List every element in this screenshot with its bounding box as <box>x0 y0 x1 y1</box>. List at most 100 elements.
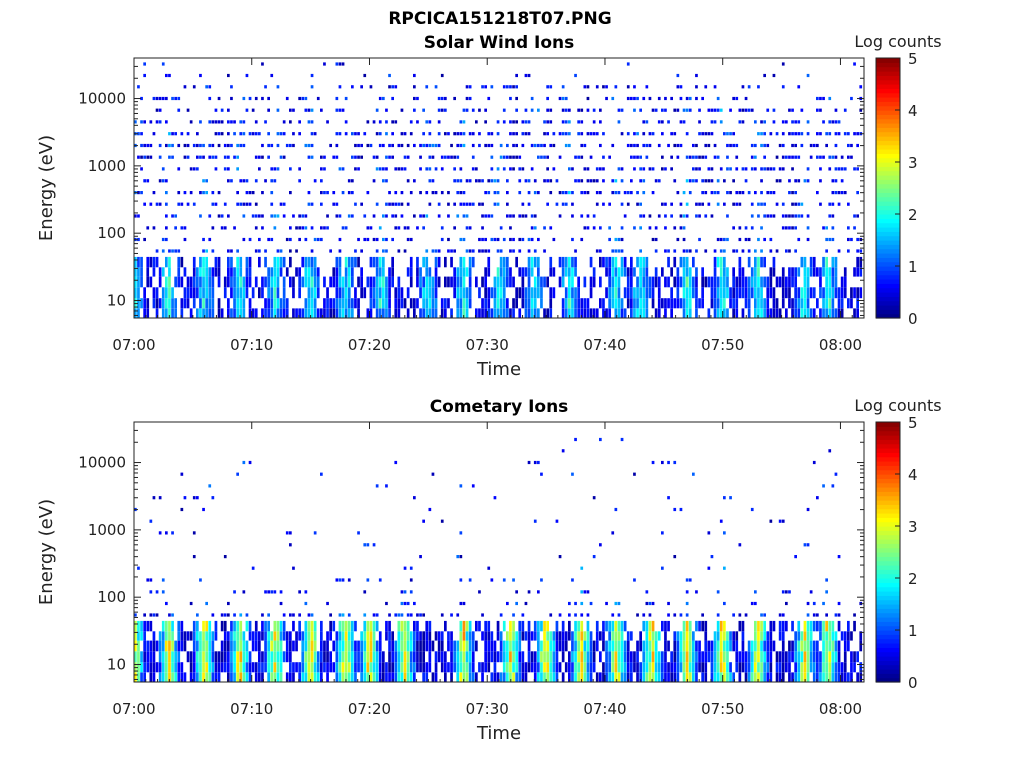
spectrogram-cell <box>357 155 360 159</box>
spectrogram-cell <box>822 631 825 641</box>
spectrogram-cell <box>763 73 766 78</box>
spectrogram-cell <box>806 214 810 218</box>
spectrogram-cell <box>630 287 633 299</box>
spectrogram-cell <box>289 167 292 171</box>
spectrogram-cell <box>146 143 150 148</box>
spectrogram-cell <box>313 256 317 268</box>
spectrogram-cell <box>465 214 469 218</box>
spectrogram-cell <box>757 298 760 309</box>
spectrogram-cell <box>515 143 518 148</box>
spectrogram-cell <box>177 276 181 288</box>
colorbar-segment <box>876 261 900 267</box>
colorbar-segment <box>876 474 900 479</box>
spectrogram-cell <box>347 214 351 218</box>
spectrogram-cell <box>540 640 543 652</box>
spectrogram-cell <box>816 640 819 652</box>
spectrogram-cell <box>273 590 277 594</box>
spectrogram-cell <box>143 298 146 309</box>
colorbar-segment <box>876 634 900 640</box>
spectrogram-cell <box>797 651 801 663</box>
spectrogram-cell <box>493 672 497 682</box>
spectrogram-cell <box>403 640 407 652</box>
spectrogram-cell <box>524 287 528 299</box>
spectrogram-cell <box>242 96 246 101</box>
spectrogram-cell <box>763 155 766 159</box>
spectrogram-cell <box>242 143 246 148</box>
spectrogram-cell <box>471 167 475 171</box>
spectrogram-cell <box>444 651 447 663</box>
spectrogram-cell <box>267 672 270 682</box>
spectrogram-cell <box>794 308 797 318</box>
spectrogram-cell <box>382 167 385 171</box>
spectrogram-cell <box>574 249 577 253</box>
spectrogram-cell <box>741 308 745 318</box>
spectrogram-cell <box>747 640 751 652</box>
spectrogram-cell <box>831 298 835 309</box>
spectrogram-cell <box>388 267 391 277</box>
colorbar-segment <box>876 101 900 107</box>
spectrogram-cell <box>351 214 354 218</box>
spectrogram-cell <box>704 672 708 682</box>
spectrogram-cell <box>546 85 549 89</box>
spectrogram-cell <box>338 108 342 112</box>
spectrogram-cell <box>413 143 416 148</box>
spectrogram-cell <box>378 143 382 148</box>
spectrogram-cell <box>509 96 512 101</box>
spectrogram-cell <box>797 132 801 136</box>
spectrogram-cell <box>533 249 537 253</box>
spectrogram-cell <box>304 143 308 148</box>
spectrogram-cell <box>837 132 841 136</box>
spectrogram-cell <box>335 267 339 277</box>
colorbar-segment <box>876 136 900 141</box>
spectrogram-cell <box>648 631 652 641</box>
spectrogram-cell <box>636 672 639 682</box>
spectrogram-cell <box>180 256 184 268</box>
spectrogram-cell <box>558 631 562 641</box>
spectrogram-cell <box>515 96 518 101</box>
spectrogram-cell <box>794 249 797 253</box>
spectrogram-cell <box>313 640 317 652</box>
spectrogram-cell <box>692 155 695 159</box>
spectrogram-cell <box>760 256 763 268</box>
spectrogram-cell <box>524 132 528 136</box>
spectrogram-cell <box>719 287 723 299</box>
spectrogram-cell <box>695 590 698 594</box>
spectrogram-cell <box>177 640 181 652</box>
spectrogram-cell <box>834 267 838 277</box>
spectrogram-cell <box>251 191 255 195</box>
spectrogram-cell <box>568 651 571 663</box>
spectrogram-cell <box>161 267 165 277</box>
spectrogram-cell <box>626 202 630 206</box>
spectrogram-cell <box>586 179 590 183</box>
spectrogram-cell <box>602 631 605 641</box>
spectrogram-cell <box>400 640 404 652</box>
spectrogram-cell <box>465 620 469 632</box>
spectrogram-cell <box>695 167 698 171</box>
spectrogram-cell <box>161 662 165 673</box>
spectrogram-cell <box>177 662 181 673</box>
spectrogram-cell <box>366 672 370 682</box>
spectrogram-cell <box>493 308 497 318</box>
spectrogram-cell <box>518 662 522 673</box>
spectrogram-cell <box>171 613 174 617</box>
spectrogram-cell <box>794 640 797 652</box>
spectrogram-cell <box>831 267 835 277</box>
spectrogram-cell <box>378 631 382 641</box>
spectrogram-cell <box>679 662 683 673</box>
spectrogram-cell <box>397 672 401 682</box>
spectrogram-cell <box>645 620 649 632</box>
spectrogram-cell <box>440 108 444 112</box>
spectrogram-cell <box>292 566 295 570</box>
spectrogram-cell <box>657 662 661 673</box>
spectrogram-cell <box>847 298 850 309</box>
spectrogram-cell <box>750 214 754 218</box>
spectrogram-cell <box>329 613 332 617</box>
spectrogram-cell <box>304 672 308 682</box>
spectrogram-cell <box>320 640 323 652</box>
colorbar-segment <box>876 426 900 432</box>
spectrogram-cell <box>422 226 425 230</box>
spectrogram-cell <box>496 249 500 253</box>
colorbar-segment <box>876 179 900 185</box>
spectrogram-cell <box>233 640 236 652</box>
spectrogram-cell <box>289 662 292 673</box>
